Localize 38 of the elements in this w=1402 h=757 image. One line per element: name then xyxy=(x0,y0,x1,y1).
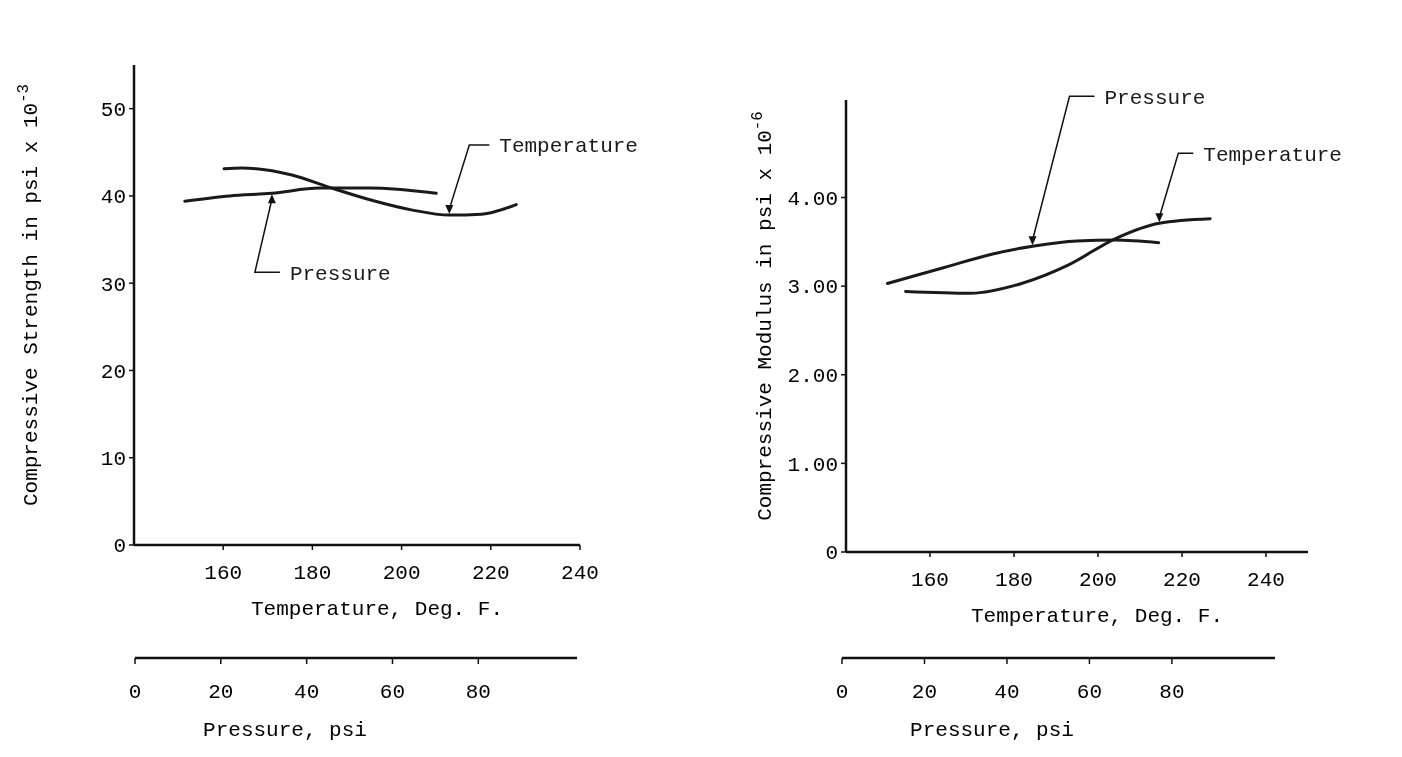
x2-tick-label: 20 xyxy=(208,681,234,704)
x2-tick-label: 0 xyxy=(128,681,142,704)
x-tick-label: 200 xyxy=(382,562,421,585)
x2-axis-title: Pressure, psi xyxy=(203,719,367,742)
y-tick-label: 3.00 xyxy=(787,276,838,300)
x-tick-label: 200 xyxy=(1079,569,1117,592)
y-tick-label: 20 xyxy=(100,360,126,384)
x-tick-label: 160 xyxy=(204,562,243,585)
x-tick-label: 220 xyxy=(1163,569,1201,592)
x2-tick-label: 80 xyxy=(465,681,491,704)
y-tick-label: 4.00 xyxy=(787,187,838,211)
y-tick-label: 2.00 xyxy=(787,365,838,389)
x-tick-label: 180 xyxy=(995,569,1033,592)
x2-tick-label: 80 xyxy=(1159,681,1185,704)
text: Pressure xyxy=(289,262,391,286)
y-tick-label: 30 xyxy=(100,273,126,297)
y-tick-label: 0 xyxy=(113,535,126,559)
x2-tick-label: 40 xyxy=(994,681,1020,704)
x2-tick-label: 40 xyxy=(294,681,320,704)
y-tick-label: 1.00 xyxy=(787,453,838,477)
x-tick-label: 220 xyxy=(471,562,510,585)
x2-tick-label: 20 xyxy=(911,681,938,704)
x-tick-label: 240 xyxy=(1247,569,1285,592)
y-tick-label: 40 xyxy=(100,186,126,210)
y-tick-label: 0 xyxy=(825,542,838,566)
x2-tick-label: 60 xyxy=(1076,681,1103,704)
y-tick-label: 50 xyxy=(100,98,126,122)
x-axis-title: Temperature, Deg. F. xyxy=(250,598,504,621)
text: Temperature xyxy=(499,135,638,159)
x2-axis-title: Pressure, psi xyxy=(910,719,1074,742)
text: Pressure xyxy=(1104,86,1206,110)
y-tick-label: 10 xyxy=(100,448,126,472)
x-tick-label: 160 xyxy=(911,569,949,592)
x-tick-label: 240 xyxy=(561,562,599,585)
text: Temperature xyxy=(1203,143,1342,167)
x-axis-title: Temperature, Deg. F. xyxy=(970,605,1224,628)
x2-tick-label: 60 xyxy=(379,681,406,704)
x-tick-label: 180 xyxy=(293,562,332,585)
